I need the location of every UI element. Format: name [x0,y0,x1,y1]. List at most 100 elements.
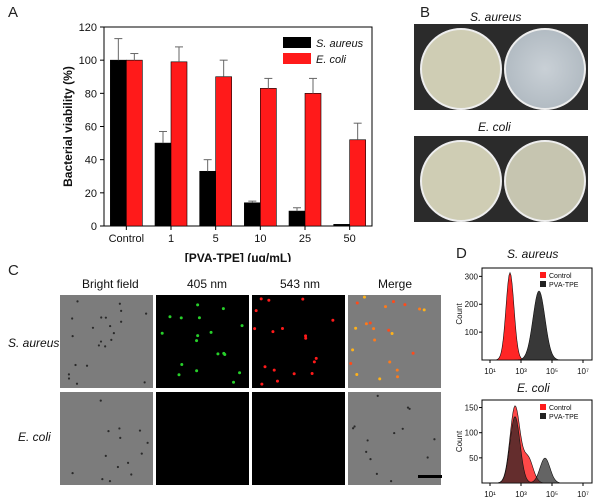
bacterium-dot [67,377,71,380]
micrograph-405nm-e-coli [156,392,249,485]
panel-letter-c: C [8,262,19,279]
bacterium-dot [272,368,276,372]
flow-y-tick-label: 100 [465,328,479,337]
panel-letter-d: D [456,245,467,262]
plate-label-s-aureus: S. aureus [470,10,522,24]
bacterium-dot [433,438,436,441]
bacterium-dot [349,362,353,366]
bacterium-dot [209,330,213,334]
bacterium-dot [376,394,379,397]
scale-bar [418,475,442,478]
bar [215,76,232,227]
bacterium-dot [395,368,399,372]
flow-x-tick-label: 10⁷ [577,367,589,376]
flow-legend-swatch [540,272,546,278]
bacterium-dot [426,456,429,459]
bacterium-dot [369,458,372,461]
bacterium-dot [85,364,89,367]
bacterium-dot [145,312,148,315]
column-label-543: 543 nm [280,277,321,291]
bar [333,224,350,227]
bacterium-dot [253,327,257,331]
micrograph-merge-s-aureus [348,295,441,388]
flow-histogram-e-coli: 10¹ 10³ 10⁵ 10⁷ 50 100 150 Count Control PVA-TPE [455,399,593,499]
flow-y-tick-label: 100 [465,429,479,438]
bacterium-dot [196,334,200,338]
bacterium-dot [389,480,393,483]
bacterium-dot [422,308,426,312]
bacterium-dot [116,465,119,469]
flow-legend-label: PVA-TPE [549,414,579,421]
bacterium-dot [180,362,184,366]
flow-y-axis-label: Count [455,430,464,452]
flow-x-tick-label: 10⁷ [577,490,589,499]
bacterium-dot [411,351,415,355]
micrograph-543nm-s-aureus [252,295,345,388]
micrograph-dots [253,297,335,386]
bacterium-dot [408,407,411,410]
bacterium-dot [406,406,410,409]
y-axis-label: Bacterial viability (%) [61,66,75,187]
micrograph-543nm-e-coli [252,392,345,485]
bacterium-dot [378,377,382,381]
flow-x-tick-label: 10⁵ [546,490,558,499]
bacterium-dot [130,473,133,476]
bacterium-dot [101,478,104,481]
bacterium-dot [222,351,226,355]
bacterium-dot [216,352,220,356]
bacterium-dot [390,331,394,335]
micrograph-dots [67,300,148,385]
bar [110,59,127,227]
x-tick-label: 25 [299,233,311,245]
bacterium-dot [391,300,395,304]
bacterium-dot [195,339,199,343]
micrograph-bright-field-e-coli [60,392,153,485]
bacterium-dot [365,450,368,453]
bacterium-dot [304,336,308,340]
x-tick-label: Control [109,233,144,245]
column-label-bright-field: Bright field [82,277,139,291]
column-label-merge: Merge [378,277,413,291]
bacterium-dot [146,441,149,444]
x-tick-label: 5 [213,233,219,245]
flow-x-tick-label: 10³ [515,490,527,499]
histogram-curve [482,290,592,361]
bacterium-dot [271,330,275,334]
bacterium-dot [387,328,391,332]
plate-treated-e-coli [504,140,586,222]
bar [304,93,322,227]
flow-x-tick-label: 10³ [515,367,527,376]
bacterium-dot [240,324,244,328]
micrograph-405nm-s-aureus [156,295,249,388]
panel-letter-a: A [8,4,19,21]
bacterium-dot [362,295,366,299]
bacterium-dot [91,326,95,329]
flow-x-tick-label: 10¹ [484,490,496,499]
plate-control-s-aureus [420,28,502,110]
bacterium-dot [351,348,355,352]
bacterium-dot [383,305,387,309]
bacterium-dot [107,429,110,433]
bacterium-dot [354,326,358,330]
plate-treated-s-aureus [504,28,586,110]
bacterium-dot [99,340,103,343]
bacterium-dot [368,321,372,325]
bacterium-dot [120,320,123,323]
legend-swatch [283,53,311,64]
y-tick-label: 0 [91,221,97,233]
bacterium-dot [401,427,404,430]
flow-title-s-aureus: S. aureus [507,247,559,261]
bacterium-dot [355,373,359,377]
flow-legend-label: Control [549,405,572,412]
bar [244,202,261,227]
bacterium-dot [280,326,284,330]
bacterium-dot [259,297,263,301]
flow-y-tick-label: 300 [465,272,479,281]
micrograph-dots [71,399,149,483]
micrograph-dots [349,295,426,381]
bacterium-dot [351,427,355,430]
y-tick-label: 100 [79,55,97,67]
viability-bar-chart: 0 20 40 60 80 100 120 Control 1 5 10 25 50 [PVA-TPE] … [61,22,373,262]
bacterium-dot [120,309,123,313]
x-tick-label: 10 [254,233,266,245]
